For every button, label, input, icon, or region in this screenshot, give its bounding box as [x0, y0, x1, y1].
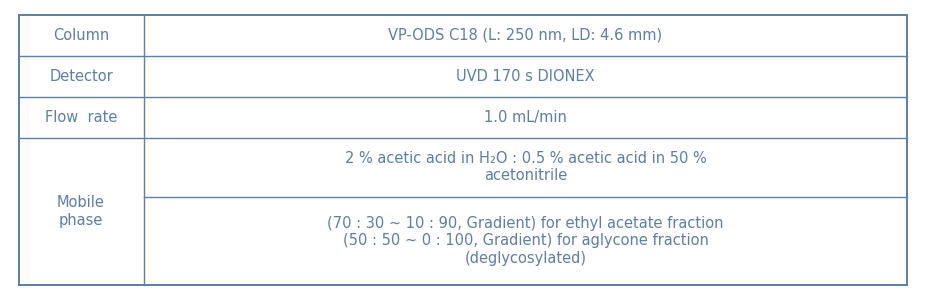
Text: Mobile
phase: Mobile phase [57, 195, 105, 228]
Text: Column: Column [53, 28, 109, 43]
Text: UVD 170 s DIONEX: UVD 170 s DIONEX [457, 69, 594, 84]
Text: Flow  rate: Flow rate [44, 110, 118, 125]
Text: VP-ODS C18 (L: 250 nm, LD: 4.6 mm): VP-ODS C18 (L: 250 nm, LD: 4.6 mm) [388, 28, 663, 43]
Text: 1.0 mL/min: 1.0 mL/min [484, 110, 567, 125]
Text: 2 % acetic acid in H₂O : 0.5 % acetic acid in 50 %
acetonitrile: 2 % acetic acid in H₂O : 0.5 % acetic ac… [344, 151, 707, 183]
Text: Detector: Detector [49, 69, 113, 84]
Text: (70 : 30 ~ 10 : 90, Gradient) for ethyl acetate fraction
(50 : 50 ~ 0 : 100, Gra: (70 : 30 ~ 10 : 90, Gradient) for ethyl … [327, 216, 724, 266]
